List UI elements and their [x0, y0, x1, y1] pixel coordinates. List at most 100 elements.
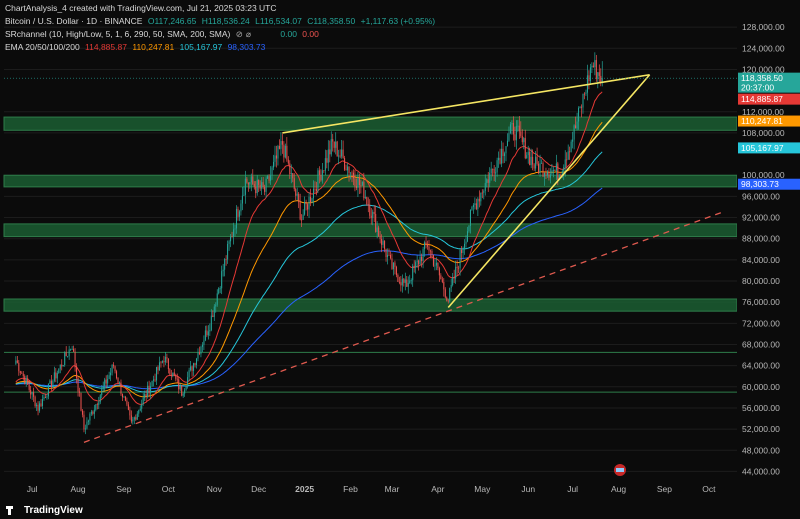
candle-body — [469, 209, 471, 226]
candle-body — [372, 211, 374, 219]
candle-body — [432, 254, 434, 266]
price-label-text: 118,358.50 — [741, 73, 783, 83]
candle-body — [369, 205, 371, 216]
time-tick-label: Feb — [343, 484, 358, 494]
price-tick-label: 56,000.00 — [742, 403, 780, 413]
candle-body — [262, 182, 264, 188]
candle-body — [357, 177, 359, 188]
candle-body — [278, 146, 280, 149]
candle-body — [395, 266, 397, 275]
candle-body — [181, 385, 183, 396]
ohlc-close: C118,358.50 — [307, 16, 356, 26]
candle-body — [301, 219, 303, 221]
candle-body — [503, 153, 506, 157]
candle-body — [580, 106, 583, 108]
candle-body — [572, 139, 574, 142]
candle-body — [70, 349, 72, 351]
candle-body — [105, 379, 107, 384]
candle-body — [203, 340, 205, 345]
candle-body — [512, 123, 514, 135]
candle-body — [558, 175, 560, 180]
candle-body — [46, 396, 48, 398]
candle-body — [293, 178, 295, 190]
candle-body — [394, 262, 396, 267]
candle-body — [435, 262, 437, 266]
candle-body — [464, 243, 466, 250]
candle-body — [61, 364, 63, 367]
candle-body — [250, 176, 252, 183]
candle-body — [517, 125, 519, 127]
candle-body — [234, 228, 236, 230]
price-tick-label: 108,000.00 — [742, 128, 785, 138]
candle-body — [342, 149, 344, 159]
candle-body — [392, 262, 394, 270]
candle-body — [444, 289, 446, 298]
candle-body — [228, 241, 230, 244]
time-tick-label: Jul — [27, 484, 38, 494]
candle-body — [422, 249, 424, 262]
candle-body — [215, 304, 217, 307]
ohlc-change: +1,117.63 (+0.95%) — [360, 16, 436, 26]
candle-body — [80, 392, 82, 411]
candle-body — [267, 176, 269, 179]
price-label-2 — [738, 115, 800, 127]
candle-body — [338, 155, 340, 157]
trendline-0 — [282, 73, 650, 134]
candle-body — [475, 203, 477, 209]
trendline-1 — [447, 74, 651, 308]
candle-body — [71, 348, 73, 350]
ema-indicator-label: EMA 20/50/100/200 — [5, 42, 80, 52]
candle-body — [588, 75, 590, 82]
candle-body — [598, 72, 600, 76]
candle-body — [40, 403, 42, 407]
candle-body — [389, 255, 392, 259]
candle-body — [486, 179, 488, 184]
tradingview-logo[interactable]: TradingView — [6, 505, 83, 516]
candle-body — [560, 175, 562, 177]
candle-body — [329, 149, 331, 155]
ema100-value: 105,167.97 — [179, 42, 223, 52]
candle-body — [76, 367, 78, 378]
candle-body — [247, 182, 249, 185]
candle-body — [468, 225, 470, 232]
candle-body — [90, 411, 92, 414]
sr-indicator-line[interactable]: SRchannel (10, High/Low, 5, 1, 6, 290, 5… — [5, 29, 322, 40]
candle-body — [84, 428, 86, 430]
time-tick-label: Jun — [521, 484, 535, 494]
candle-body — [270, 175, 272, 181]
candle-body — [384, 240, 386, 249]
candle-body — [449, 288, 451, 302]
candle-body — [373, 211, 375, 214]
candle-body — [160, 362, 162, 364]
candle-body — [459, 249, 461, 268]
candle-body — [461, 249, 463, 254]
candle-body — [575, 125, 577, 129]
candle-body — [37, 404, 39, 411]
candle-body — [93, 409, 95, 414]
candle-body — [351, 172, 353, 174]
ema-indicator-line[interactable]: EMA 20/50/100/200 114,885.87 110,247.81 … — [5, 42, 268, 52]
candle-body — [388, 254, 390, 256]
candle-body — [349, 172, 352, 174]
event-flag-icon-inner — [616, 468, 624, 472]
eye-icon: ⊘ — [235, 29, 243, 39]
candle-body — [514, 134, 516, 141]
candle-body — [206, 330, 208, 336]
candle-body — [113, 364, 115, 367]
ohlc-high: H118,536.24 — [201, 16, 250, 26]
price-label-text: 98,303.73 — [741, 179, 779, 189]
candle-body — [569, 151, 571, 153]
candle-body — [95, 404, 97, 410]
candle-body — [188, 370, 190, 378]
candle-body — [120, 382, 122, 394]
candle-body — [429, 250, 431, 252]
candle-body — [150, 386, 152, 394]
candle-body — [67, 356, 69, 357]
candle-body — [77, 377, 79, 392]
candle-body — [539, 163, 541, 173]
time-tick-label: Nov — [207, 484, 223, 494]
candle-body — [283, 144, 285, 158]
candle-body — [543, 172, 546, 177]
candle-body — [341, 149, 343, 157]
